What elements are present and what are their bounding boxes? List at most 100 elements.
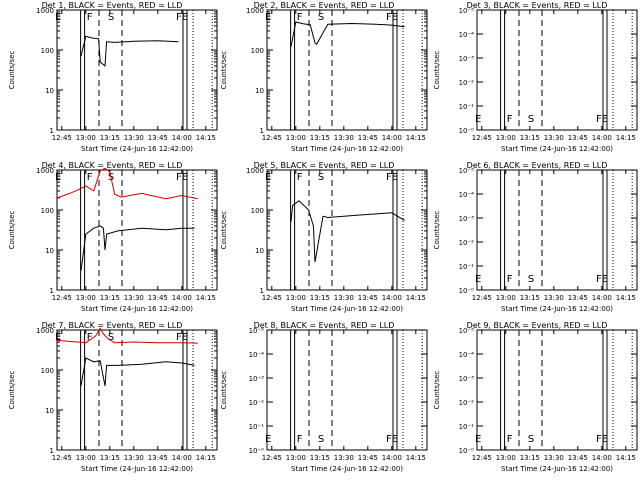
marker-label-s: S (528, 274, 534, 285)
marker-label-fe: FE (176, 12, 188, 23)
y-axis-label: Counts/sec (433, 211, 441, 250)
x-tick-label: 13:30 (334, 454, 354, 462)
x-tick-label: 14:00 (592, 454, 612, 462)
marker-label-f: F (297, 172, 303, 183)
y-tick-label: 10⁻⁰ (459, 447, 475, 455)
marker-label-s: S (318, 12, 324, 23)
y-tick-label: 10⁻³ (459, 375, 475, 383)
x-axis-label: Start Time (24-Jun-16 12:42:00) (291, 305, 403, 313)
x-axis-label: Start Time (24-Jun-16 12:42:00) (81, 305, 193, 313)
events-series-line (290, 21, 405, 47)
x-tick-label: 13:30 (124, 134, 144, 142)
panel-det5: Det 5, BLACK = Events, RED = LLD Counts/s… (220, 161, 428, 313)
panel-title: Det 6, BLACK = Events, RED = LLD (467, 161, 608, 170)
y-tick-label: 10 (45, 407, 54, 415)
plot-frame (476, 169, 638, 291)
x-tick-label: 14:15 (406, 134, 426, 142)
lld-series-line (56, 167, 198, 200)
y-tick-label: 10 (255, 87, 264, 95)
panel-title: Det 7, BLACK = Events, RED = LLD (42, 321, 183, 330)
x-axis-label: Start Time (24-Jun-16 12:42:00) (291, 145, 403, 153)
marker-label-fe: FE (386, 434, 398, 445)
x-tick-label: 13:30 (334, 294, 354, 302)
x-tick-label: 12:45 (262, 134, 282, 142)
marker-label-fe: FE (176, 332, 188, 343)
plot-frame (476, 329, 638, 451)
x-axis-label: Start Time (24-Jun-16 12:42:00) (81, 145, 193, 153)
x-tick-label: 14:00 (172, 134, 192, 142)
y-tick-label: 1 (260, 127, 264, 135)
marker-label-e: E (55, 332, 61, 343)
y-tick-label: 100 (41, 367, 54, 375)
x-tick-label: 13:00 (76, 294, 96, 302)
y-tick-label: 10⁻¹ (249, 423, 265, 431)
x-tick-label: 14:00 (172, 454, 192, 462)
marker-label-s: S (528, 434, 534, 445)
x-tick-label: 13:45 (568, 454, 588, 462)
y-axis-label: Counts/sec (433, 371, 441, 410)
x-tick-label: 14:15 (616, 134, 636, 142)
marker-label-s: S (108, 332, 114, 343)
x-tick-label: 14:15 (406, 294, 426, 302)
x-tick-label: 14:00 (382, 294, 402, 302)
x-tick-label: 14:15 (616, 294, 636, 302)
marker-label-f: F (297, 434, 303, 445)
y-tick-label: 10⁻⁴ (249, 351, 265, 359)
y-tick-label: 10⁻⁵ (249, 327, 265, 335)
marker-label-f: F (507, 434, 513, 445)
x-tick-label: 13:45 (568, 134, 588, 142)
x-tick-label: 12:45 (472, 454, 492, 462)
marker-label-e: E (475, 274, 481, 285)
marker-label-e: E (265, 12, 271, 23)
panel-det2: Det 2, BLACK = Events, RED = LLD Counts/s… (220, 1, 428, 153)
y-tick-label: 100 (251, 47, 264, 55)
y-tick-label: 1000 (36, 167, 54, 175)
x-tick-label: 14:15 (196, 134, 216, 142)
x-axis-label: Start Time (24-Jun-16 12:42:00) (81, 465, 193, 473)
x-tick-label: 13:00 (496, 134, 516, 142)
x-tick-label: 13:00 (286, 454, 306, 462)
x-tick-label: 14:15 (616, 454, 636, 462)
panel-det6: Det 6, BLACK = Events, RED = LLD Counts/s… (433, 161, 638, 313)
y-axis-label: Counts/sec (8, 371, 16, 410)
x-tick-label: 12:45 (52, 294, 72, 302)
plot-frame (56, 9, 218, 131)
marker-label-e: E (265, 172, 271, 183)
x-tick-label: 13:15 (520, 454, 540, 462)
marker-label-s: S (108, 12, 114, 23)
y-axis-label: Counts/sec (433, 51, 441, 90)
x-tick-label: 13:15 (520, 294, 540, 302)
marker-label-f: F (507, 114, 513, 125)
panel-title: Det 4, BLACK = Events, RED = LLD (42, 161, 183, 170)
x-tick-label: 12:45 (52, 134, 72, 142)
plot-frame (56, 169, 218, 291)
marker-label-f: F (507, 274, 513, 285)
panel-title: Det 1, BLACK = Events, RED = LLD (42, 1, 183, 10)
marker-label-s: S (318, 172, 324, 183)
x-tick-label: 14:00 (382, 454, 402, 462)
y-tick-label: 10⁻² (249, 399, 265, 407)
x-tick-label: 13:30 (334, 134, 354, 142)
y-tick-label: 10⁻¹ (459, 423, 475, 431)
y-tick-label: 10⁻⁰ (459, 127, 475, 135)
x-tick-label: 12:45 (262, 294, 282, 302)
x-tick-label: 13:00 (286, 134, 306, 142)
plot-frame (266, 9, 428, 131)
y-tick-label: 10⁻¹ (459, 103, 475, 111)
y-tick-label: 10⁻² (459, 399, 475, 407)
marker-label-e: E (265, 434, 271, 445)
y-tick-label: 10⁻¹ (459, 263, 475, 271)
marker-label-e: E (55, 172, 61, 183)
x-axis-label: Start Time (24-Jun-16 12:42:00) (501, 465, 613, 473)
y-tick-label: 100 (41, 47, 54, 55)
y-axis-label: Counts/sec (220, 211, 228, 250)
events-series-line (290, 200, 405, 263)
marker-label-s: S (318, 434, 324, 445)
marker-label-fe: FE (386, 172, 398, 183)
y-tick-label: 10 (45, 247, 54, 255)
y-tick-label: 10⁻⁴ (459, 31, 475, 39)
x-tick-label: 12:45 (262, 454, 282, 462)
x-tick-label: 13:00 (76, 454, 96, 462)
x-tick-label: 13:15 (100, 294, 120, 302)
y-tick-label: 100 (41, 207, 54, 215)
